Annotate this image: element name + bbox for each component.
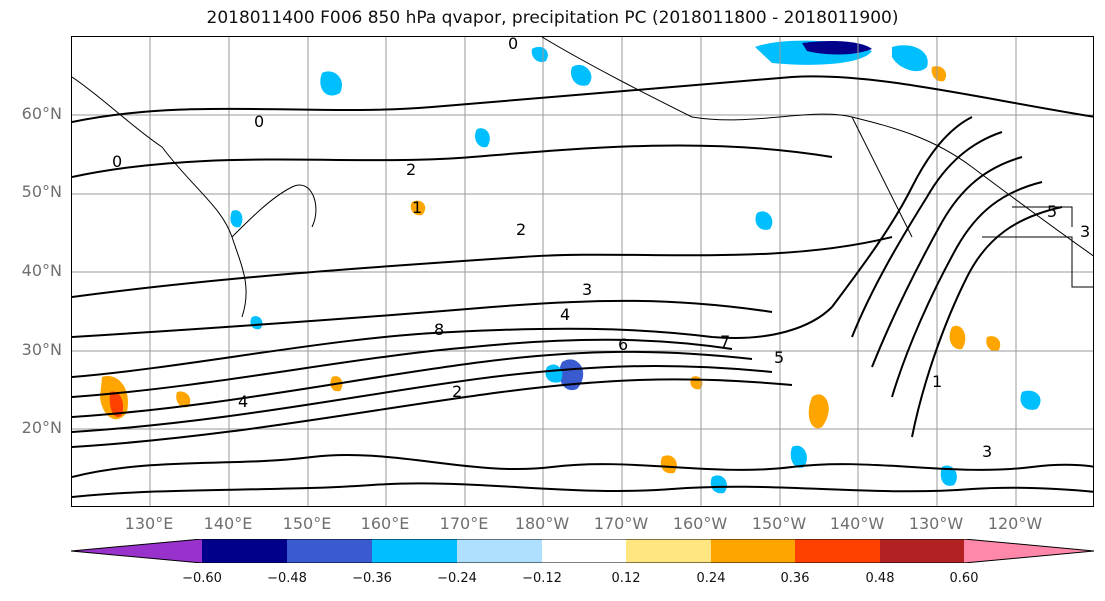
- lon-label-140w: 140°W: [829, 514, 885, 533]
- map-title: 2018011400 F006 850 hPa qvapor, precipit…: [206, 8, 899, 28]
- colorbar-tick-label: 0.12: [611, 571, 641, 586]
- precipitation-shading: [100, 40, 1041, 494]
- contour-label: 5: [774, 348, 784, 367]
- lon-label-130e: 130°E: [124, 514, 174, 533]
- contour-label: 2: [516, 220, 526, 239]
- lon-label-150w: 150°W: [751, 514, 807, 533]
- colorbar-segment: [202, 539, 287, 563]
- colorbar-segment: [711, 539, 795, 563]
- contour-label: 3: [982, 442, 992, 461]
- lon-label-170e: 170°E: [439, 514, 489, 533]
- lon-label-150e: 150°E: [282, 514, 332, 533]
- colorbar-segment: [457, 539, 542, 563]
- colorbar-segment: [626, 539, 711, 563]
- contour-label: 2: [452, 382, 462, 401]
- colorbar-segment: [880, 539, 964, 563]
- colorbar-tick-label: −0.12: [522, 571, 562, 586]
- contour-label: 4: [238, 392, 248, 411]
- lon-label-160e: 160°E: [360, 514, 410, 533]
- contour-labels: 0 0 0 2 1 2 3 4 8 6 7 5 4 2 1 3 5 3: [112, 37, 1090, 461]
- colorbar-tick-label: −0.60: [182, 571, 222, 586]
- contour-label: 3: [582, 280, 592, 299]
- contour-label: 0: [508, 37, 518, 53]
- lon-label-180w: 180°W: [514, 514, 570, 533]
- lat-label-40n: 40°N: [21, 261, 62, 280]
- contour-label: 8: [434, 320, 444, 339]
- contour-label: 0: [112, 152, 122, 171]
- contour-label: 7: [720, 332, 730, 351]
- lon-label-140e: 140°E: [203, 514, 253, 533]
- lat-label-60n: 60°N: [21, 104, 62, 123]
- lon-label-170w: 170°W: [593, 514, 649, 533]
- colorbar-tick-label: 0.48: [865, 571, 895, 586]
- contour-label: 4: [560, 305, 570, 324]
- colorbar-segment: [542, 539, 626, 563]
- lat-label-20n: 20°N: [21, 418, 62, 437]
- map-canvas: 0 0 0 2 1 2 3 4 8 6 7 5 4 2 1 3 5 3: [72, 37, 1093, 506]
- colorbar-segment: [795, 539, 880, 563]
- contour-label: 3: [1080, 222, 1090, 241]
- lon-label-120w: 120°W: [987, 514, 1043, 533]
- lat-label-30n: 30°N: [21, 340, 62, 359]
- contour-label: 1: [932, 372, 942, 391]
- map-panel: 0 0 0 2 1 2 3 4 8 6 7 5 4 2 1 3 5 3: [71, 36, 1094, 507]
- colorbar-segment: [287, 539, 372, 563]
- lat-label-50n: 50°N: [21, 182, 62, 201]
- colorbar-tick-label: 0.36: [780, 571, 810, 586]
- colorbar-tick-label: 0.24: [696, 571, 726, 586]
- contour-label: 1: [412, 198, 422, 217]
- colorbar-tick-label: −0.36: [352, 571, 392, 586]
- colorbar-extend-high: [964, 539, 1094, 563]
- colorbar-segment: [372, 539, 457, 563]
- colorbar-tick-label: −0.24: [437, 571, 477, 586]
- qvapor-contours: [72, 75, 1093, 498]
- lon-label-130w: 130°W: [908, 514, 964, 533]
- colorbar-tick-label: −0.48: [267, 571, 307, 586]
- contour-label: 6: [618, 335, 628, 354]
- colorbar: [71, 539, 1094, 563]
- colorbar-extend-low: [71, 539, 202, 563]
- contour-label: 0: [254, 112, 264, 131]
- contour-label: 5: [1047, 202, 1057, 221]
- lon-label-160w: 160°W: [672, 514, 728, 533]
- colorbar-tick-label: 0.60: [949, 571, 979, 586]
- graticule: [72, 37, 1093, 506]
- contour-label: 2: [406, 160, 416, 179]
